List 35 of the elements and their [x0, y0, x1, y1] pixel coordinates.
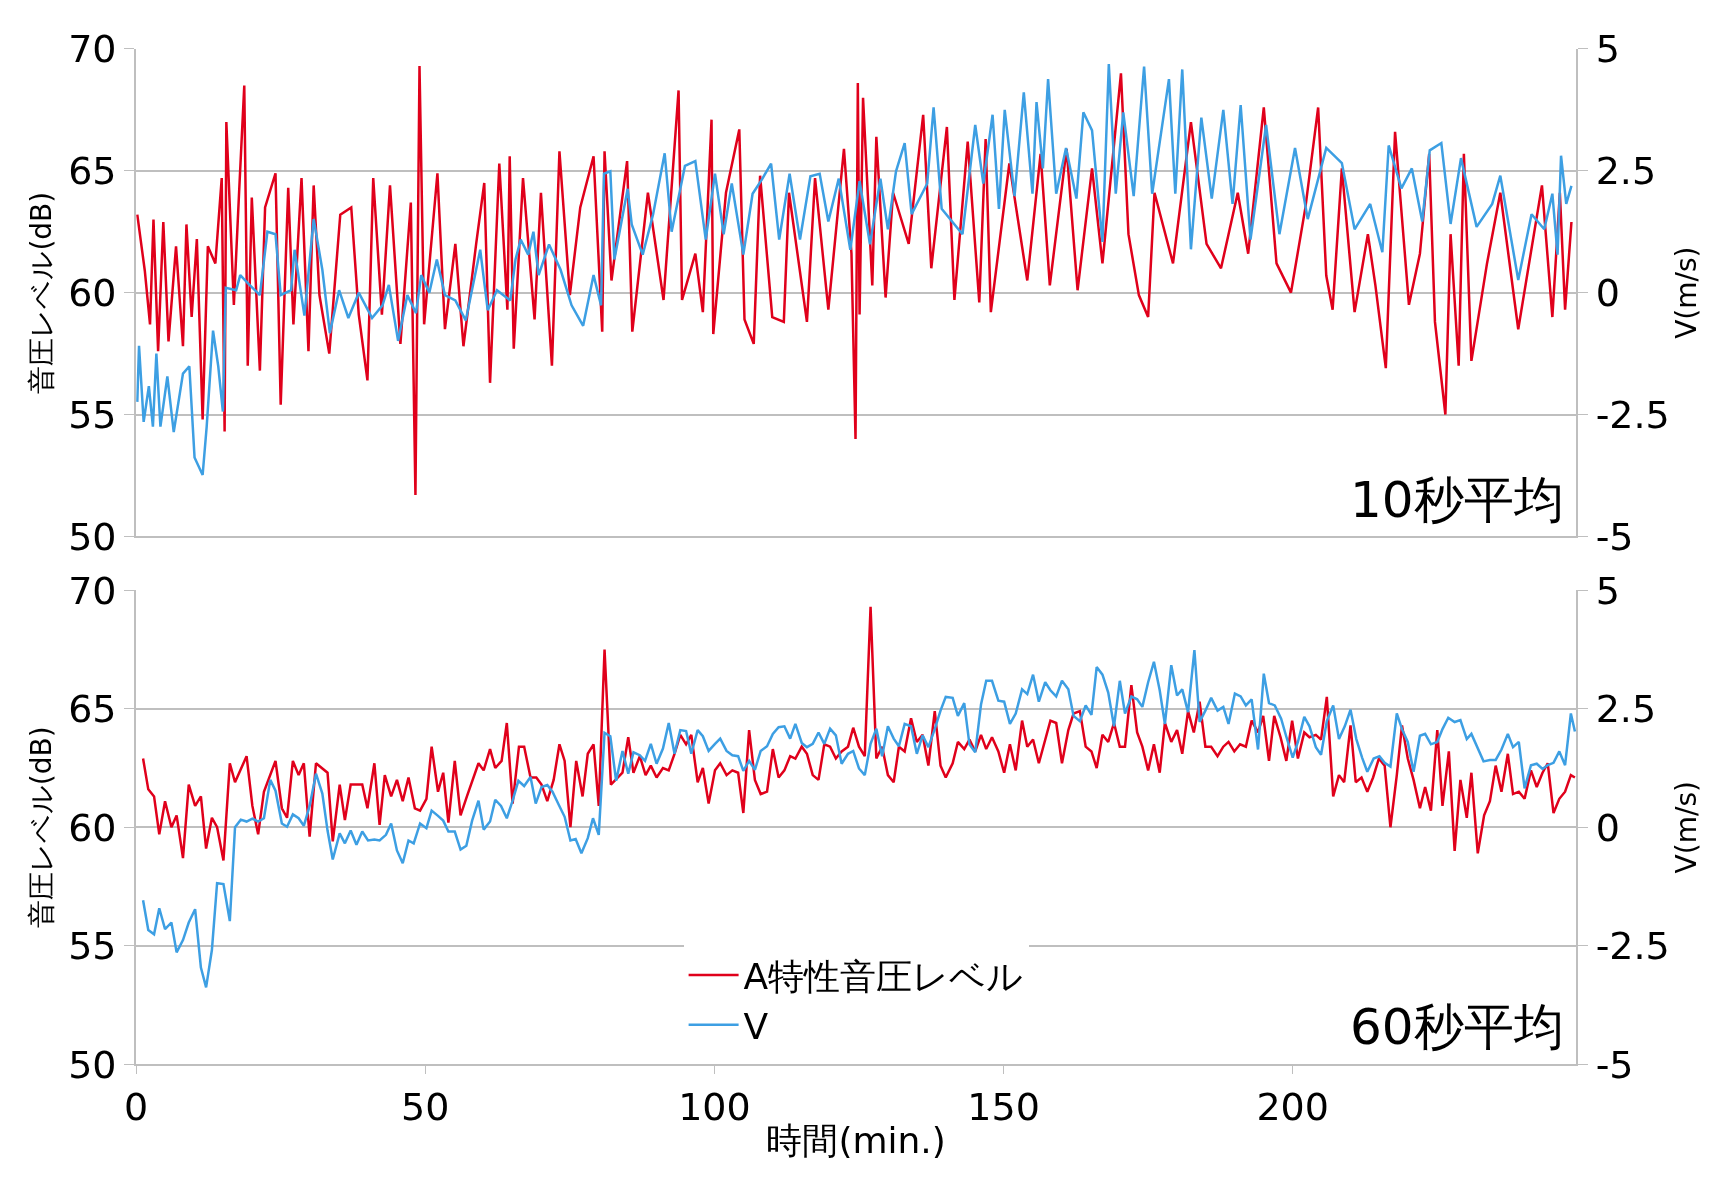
x-tick-label: 0 — [124, 1084, 149, 1129]
y2-tick-label: -2.5 — [1595, 924, 1670, 969]
y-tick-label: 60 — [68, 805, 117, 850]
line-series — [141, 605, 1577, 862]
y2-tick-label: -2.5 — [1595, 392, 1670, 437]
y2-tick-label: 2.5 — [1595, 687, 1657, 732]
y2-tick-label: -5 — [1595, 1042, 1634, 1087]
y2-tick-label: 0 — [1595, 270, 1620, 315]
x-tick-label: 50 — [401, 1084, 450, 1129]
y2-tick-label: -5 — [1595, 514, 1634, 559]
y2-tick-label: 0 — [1595, 805, 1620, 850]
y-tick-label: 60 — [68, 270, 117, 315]
y-tick-label: 55 — [68, 924, 117, 969]
y2-axis-title: V(m/s) — [1670, 781, 1704, 874]
y2-tick-label: 5 — [1595, 27, 1620, 72]
x-tick-label: 150 — [967, 1084, 1040, 1129]
y-tick-label: 70 — [68, 27, 117, 72]
y-tick-label: 70 — [68, 568, 117, 613]
y-tick-label: 65 — [68, 687, 117, 732]
x-tick-label: 200 — [1256, 1084, 1329, 1129]
y-tick-label: 55 — [68, 392, 117, 437]
y-axis-title: 音圧レベル(dB) — [25, 191, 59, 394]
y-axis-title: 音圧レベル(dB) — [25, 726, 59, 929]
y-tick-label: 50 — [68, 514, 117, 559]
legend-label: V — [743, 1005, 769, 1047]
x-axis-title: 時間(min.) — [766, 1119, 946, 1161]
y2-axis-title: V(m/s) — [1670, 246, 1704, 339]
annotation: 60秒平均 — [1350, 998, 1564, 1056]
y2-tick-label: 2.5 — [1595, 149, 1657, 194]
y-tick-label: 50 — [68, 1042, 117, 1087]
annotation: 10秒平均 — [1350, 471, 1564, 529]
legend-label: A特性音圧レベル — [743, 955, 1024, 997]
y2-tick-label: 5 — [1595, 568, 1620, 613]
y-tick-label: 65 — [68, 149, 117, 194]
x-tick-label: 100 — [678, 1084, 751, 1129]
